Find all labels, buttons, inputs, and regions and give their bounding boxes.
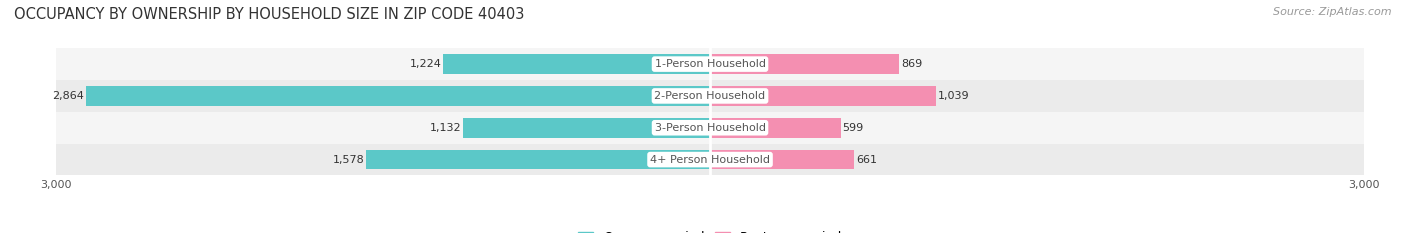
Text: Source: ZipAtlas.com: Source: ZipAtlas.com	[1274, 7, 1392, 17]
Bar	[443, 54, 710, 74]
Bar	[366, 150, 710, 169]
Bar	[56, 80, 1364, 112]
Text: 2-Person Household: 2-Person Household	[654, 91, 766, 101]
Text: 1,039: 1,039	[938, 91, 970, 101]
Bar	[710, 150, 853, 169]
Legend: Owner-occupied, Renter-occupied: Owner-occupied, Renter-occupied	[574, 226, 846, 233]
Text: 1,132: 1,132	[430, 123, 461, 133]
Bar	[710, 54, 900, 74]
Text: 1,578: 1,578	[333, 154, 364, 164]
Bar	[710, 86, 936, 106]
Text: 4+ Person Household: 4+ Person Household	[650, 154, 770, 164]
Text: 599: 599	[842, 123, 863, 133]
Bar	[86, 86, 710, 106]
Bar	[710, 118, 841, 138]
Text: 2,864: 2,864	[52, 91, 84, 101]
Bar	[56, 48, 1364, 80]
Text: OCCUPANCY BY OWNERSHIP BY HOUSEHOLD SIZE IN ZIP CODE 40403: OCCUPANCY BY OWNERSHIP BY HOUSEHOLD SIZE…	[14, 7, 524, 22]
Text: 661: 661	[856, 154, 877, 164]
Bar	[56, 112, 1364, 144]
Text: 1-Person Household: 1-Person Household	[655, 59, 765, 69]
Text: 3-Person Household: 3-Person Household	[655, 123, 765, 133]
Text: 869: 869	[901, 59, 922, 69]
Bar	[56, 144, 1364, 175]
Bar	[464, 118, 710, 138]
Text: 1,224: 1,224	[409, 59, 441, 69]
